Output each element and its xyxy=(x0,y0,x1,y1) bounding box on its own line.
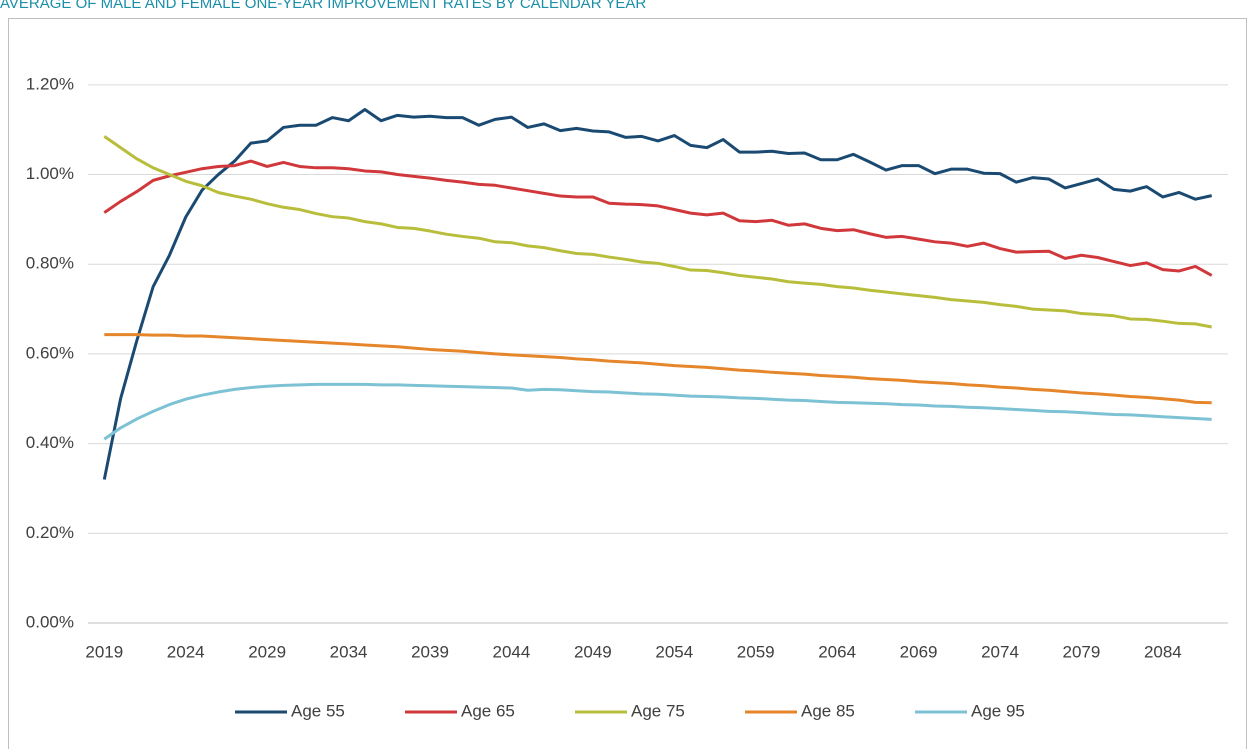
y-tick-label: 1.20% xyxy=(26,74,74,93)
legend-label: Age 85 xyxy=(801,701,855,720)
x-tick-label: 2064 xyxy=(818,642,856,661)
x-tick-label: 2029 xyxy=(248,642,286,661)
chart-frame xyxy=(8,18,1247,749)
y-tick-label: 0.80% xyxy=(26,254,74,273)
y-tick-label: 1.00% xyxy=(26,164,74,183)
x-tick-label: 2079 xyxy=(1063,642,1101,661)
x-tick-label: 2034 xyxy=(330,642,368,661)
series-line xyxy=(103,159,1213,277)
x-tick-label: 2084 xyxy=(1144,642,1182,661)
x-tick-label: 2039 xyxy=(411,642,449,661)
legend-label: Age 95 xyxy=(971,701,1025,720)
legend-label: Age 55 xyxy=(291,701,345,720)
legend-label: Age 75 xyxy=(631,701,685,720)
series-line xyxy=(104,333,1212,405)
x-tick-label: 2059 xyxy=(737,642,775,661)
series-line xyxy=(103,382,1212,441)
y-tick-label: 0.20% xyxy=(26,523,74,542)
y-tick-label: 0.40% xyxy=(26,433,74,452)
x-tick-label: 2019 xyxy=(85,642,123,661)
x-tick-label: 2069 xyxy=(900,642,938,661)
x-tick-label: 2049 xyxy=(574,642,612,661)
y-tick-label: 0.00% xyxy=(26,612,74,631)
x-tick-label: 2054 xyxy=(655,642,693,661)
chart-title: AVERAGE OF MALE AND FEMALE ONE-YEAR IMPR… xyxy=(0,0,646,12)
series-line xyxy=(102,108,1213,480)
x-tick-label: 2024 xyxy=(167,642,205,661)
x-tick-label: 2044 xyxy=(493,642,531,661)
x-tick-label: 2074 xyxy=(981,642,1019,661)
legend-label: Age 65 xyxy=(461,701,515,720)
series-line xyxy=(103,135,1212,329)
y-tick-label: 0.60% xyxy=(26,343,74,362)
